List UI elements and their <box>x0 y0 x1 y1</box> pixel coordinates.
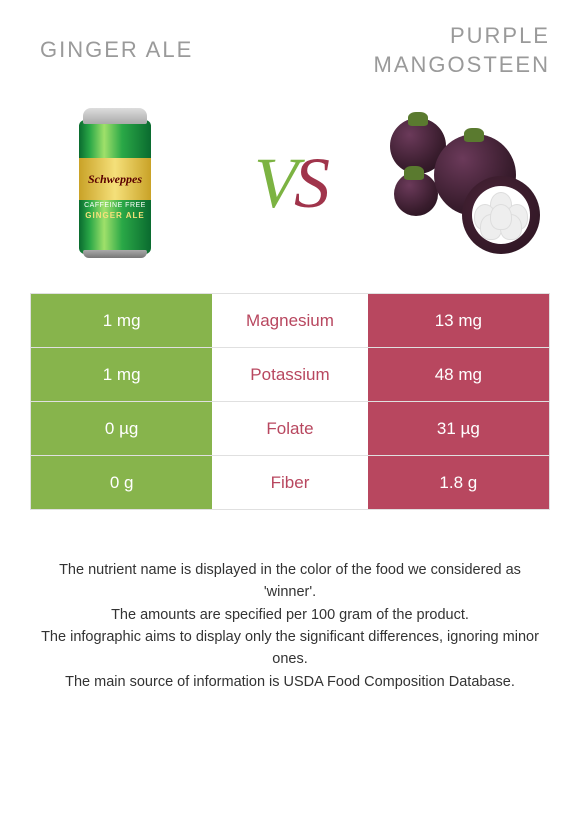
cell-right-value: 31 µg <box>368 402 549 455</box>
vs-s: S <box>294 143 326 223</box>
cell-nutrient-name: Magnesium <box>212 294 367 347</box>
footer-line: The main source of information is USDA F… <box>34 672 546 694</box>
cell-nutrient-name: Fiber <box>212 456 367 509</box>
comparison-infographic: GINGER ALE PURPLEMANGOSTEEN Schweppes CA… <box>0 0 580 814</box>
cell-right-value: 48 mg <box>368 348 549 401</box>
table-row: 0 gFiber1.8 g <box>31 456 549 510</box>
title-right: PURPLEMANGOSTEEN <box>295 22 550 79</box>
footer-notes: The nutrient name is displayed in the co… <box>30 560 550 695</box>
cell-right-value: 13 mg <box>368 294 549 347</box>
footer-line: The amounts are specified per 100 gram o… <box>34 605 546 627</box>
cell-right-value: 1.8 g <box>368 456 549 509</box>
cell-left-value: 0 µg <box>31 402 212 455</box>
right-food-image <box>390 103 540 263</box>
footer-line: The nutrient name is displayed in the co… <box>34 560 546 604</box>
cell-nutrient-name: Potassium <box>212 348 367 401</box>
table-row: 0 µgFolate31 µg <box>31 402 549 456</box>
cell-left-value: 1 mg <box>31 348 212 401</box>
left-food-image: Schweppes CAFFEINE FREE GINGER ALE <box>40 103 190 263</box>
table-row: 1 mgPotassium48 mg <box>31 348 549 402</box>
table-row: 1 mgMagnesium13 mg <box>31 294 549 348</box>
title-left: GINGER ALE <box>30 22 295 79</box>
footer-line: The infographic aims to display only the… <box>34 627 546 671</box>
vs-v: V <box>254 143 294 223</box>
cell-nutrient-name: Folate <box>212 402 367 455</box>
cell-left-value: 0 g <box>31 456 212 509</box>
titles-row: GINGER ALE PURPLEMANGOSTEEN <box>30 22 550 79</box>
images-row: Schweppes CAFFEINE FREE GINGER ALE VS <box>30 103 550 263</box>
vs-label: VS <box>254 142 326 225</box>
cell-left-value: 1 mg <box>31 294 212 347</box>
nutrient-table: 1 mgMagnesium13 mg1 mgPotassium48 mg0 µg… <box>30 293 550 510</box>
